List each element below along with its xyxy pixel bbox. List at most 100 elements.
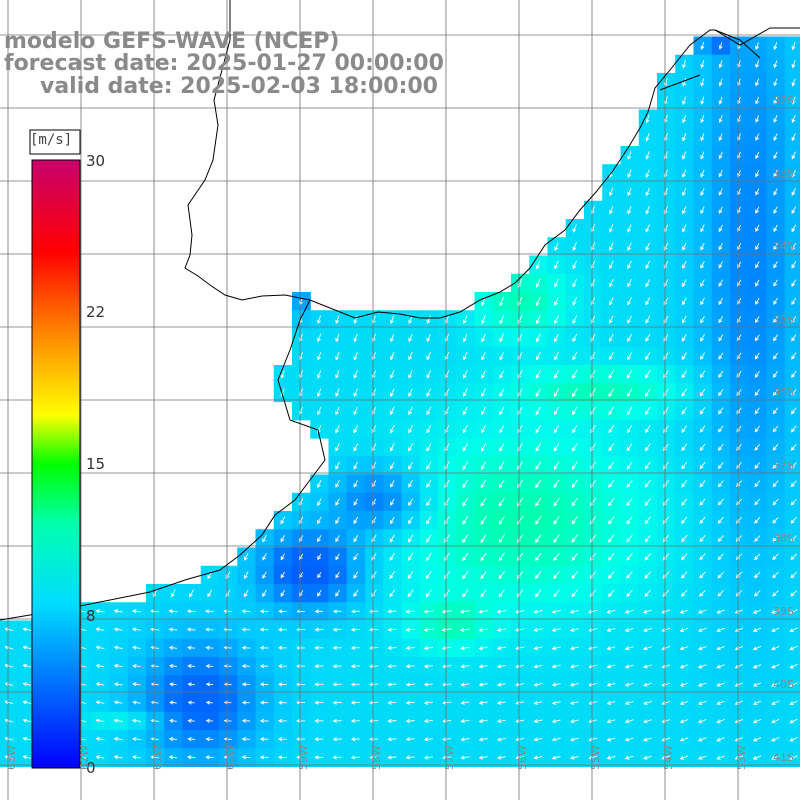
wind-arrow <box>205 682 214 687</box>
wind-arrow <box>588 755 598 760</box>
wind-arrow <box>441 609 452 614</box>
wind-arrow <box>332 682 342 687</box>
wind-arrow <box>314 627 324 632</box>
wind-arrow <box>387 718 397 724</box>
wind-arrow <box>205 700 214 705</box>
wind-arrow <box>113 663 123 668</box>
wind-arrow <box>462 333 468 343</box>
wind-arrow <box>426 315 431 325</box>
wind-arrow <box>389 425 395 434</box>
wind-arrow <box>718 206 723 215</box>
wind-arrow <box>314 682 324 687</box>
wind-arrow <box>644 406 651 415</box>
wind-arrow <box>700 78 705 87</box>
wind-arrow <box>535 552 542 562</box>
wind-arrow <box>572 351 578 361</box>
wind-arrow <box>389 351 395 361</box>
wind-arrow <box>514 609 525 614</box>
wind-speed-cell <box>711 419 731 439</box>
wind-arrow <box>716 737 725 742</box>
wind-arrow <box>791 96 796 105</box>
wind-arrow <box>481 370 486 379</box>
wind-arrow <box>278 609 287 614</box>
wind-arrow <box>773 41 778 51</box>
wind-arrow <box>755 279 760 287</box>
wind-arrow <box>353 534 359 543</box>
wind-arrow <box>280 589 286 597</box>
wind-arrow <box>624 719 634 724</box>
wind-arrow <box>681 406 688 415</box>
wind-arrow <box>588 664 598 669</box>
wind-arrow <box>718 42 723 50</box>
wind-arrow <box>773 279 778 287</box>
wind-speed-cell <box>784 547 800 567</box>
wind-arrow <box>661 737 671 742</box>
wind-arrow <box>205 755 214 760</box>
wind-arrow <box>590 479 597 489</box>
wind-arrow <box>223 627 233 632</box>
wind-arrow <box>496 682 506 687</box>
wind-arrow <box>335 406 340 416</box>
wind-arrow <box>590 406 596 416</box>
wind-arrow <box>535 479 542 489</box>
wind-arrow <box>426 406 432 416</box>
wind-arrow <box>459 609 470 614</box>
wind-arrow <box>588 627 598 632</box>
wind-arrow <box>569 627 580 632</box>
wind-arrow <box>608 498 615 507</box>
wind-arrow <box>718 151 723 160</box>
wind-arrow <box>679 646 689 651</box>
wind-arrow <box>262 534 267 543</box>
wind-arrow <box>132 755 141 760</box>
wind-arrow <box>608 242 614 251</box>
wind-arrow <box>626 425 633 434</box>
wind-arrow <box>773 151 778 160</box>
wind-arrow <box>662 516 670 525</box>
wind-arrow <box>700 260 705 269</box>
lat-label: 35S <box>773 313 794 326</box>
wind-arrow <box>296 718 306 723</box>
model-title: modelo GEFS-WAVE (NCEP) <box>4 29 340 54</box>
wind-arrow <box>644 571 652 579</box>
wind-arrow <box>168 718 177 723</box>
wind-arrow <box>262 571 267 579</box>
wind-arrow <box>590 443 596 452</box>
wind-arrow <box>4 682 14 687</box>
wind-arrow <box>277 682 287 687</box>
wind-arrow <box>716 682 725 687</box>
wind-arrow <box>772 407 779 415</box>
wind-arrow <box>332 700 342 705</box>
wind-arrow <box>150 645 159 650</box>
wind-speed-cell <box>675 438 695 457</box>
wind-arrow <box>661 664 671 669</box>
wind-arrow <box>353 425 359 434</box>
wind-arrow <box>462 534 469 543</box>
wind-arrow <box>755 316 760 324</box>
wind-arrow <box>499 370 505 379</box>
wind-arrow <box>554 242 559 252</box>
wind-arrow <box>353 516 359 525</box>
wind-arrow <box>771 737 780 742</box>
wind-arrow <box>682 133 687 142</box>
wind-arrow <box>335 479 340 488</box>
wind-arrow <box>716 664 725 669</box>
wind-arrow <box>571 534 578 543</box>
wind-arrow <box>499 461 505 470</box>
wind-speed-cell <box>711 547 731 567</box>
wind-arrow <box>405 718 415 724</box>
wind-arrow <box>588 737 598 742</box>
wind-arrow <box>682 151 687 160</box>
wind-arrow <box>280 571 285 579</box>
wind-arrow <box>716 755 725 760</box>
wind-arrow <box>533 664 543 669</box>
wind-arrow <box>350 718 360 724</box>
lon-label: 63W <box>5 745 18 770</box>
wind-arrow <box>716 645 725 651</box>
wind-arrow <box>408 333 413 343</box>
wind-speed-cell <box>547 547 567 567</box>
wind-arrow <box>553 497 560 507</box>
wind-arrow <box>332 609 342 614</box>
wind-arrow <box>645 224 650 233</box>
wind-arrow <box>317 571 322 579</box>
wind-arrow <box>497 700 506 705</box>
